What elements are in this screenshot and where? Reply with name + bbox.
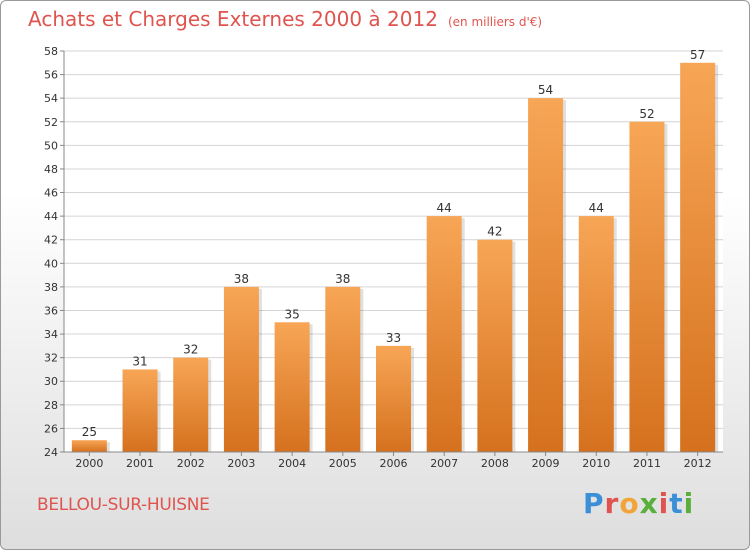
- y-tick-label: 28: [44, 399, 58, 412]
- y-tick-label: 34: [44, 328, 58, 341]
- bar: [426, 216, 462, 452]
- x-tick-label: 2002: [177, 457, 205, 470]
- logo-letter: t: [669, 487, 684, 520]
- x-tick-label: 2006: [380, 457, 408, 470]
- bar: [71, 440, 107, 452]
- y-tick-label: 46: [44, 187, 58, 200]
- x-tick-label: 2005: [329, 457, 357, 470]
- x-tick-label: 2001: [126, 457, 154, 470]
- bar: [629, 121, 665, 452]
- x-tick-label: 2010: [582, 457, 610, 470]
- proxiti-logo[interactable]: Proxiti: [583, 487, 694, 520]
- logo-letter: o: [619, 487, 640, 520]
- y-tick-label: 54: [44, 92, 58, 105]
- bar: [274, 322, 310, 452]
- bar-value-label: 33: [386, 331, 401, 345]
- x-tick-label: 2003: [227, 457, 255, 470]
- x-tick-label: 2008: [481, 457, 509, 470]
- x-tick-label: 2011: [633, 457, 661, 470]
- bar-value-label: 38: [335, 272, 350, 286]
- chart-title-block: Achats et Charges Externes 2000 à 2012 (e…: [28, 7, 542, 31]
- bar-value-label: 54: [538, 83, 553, 97]
- logo-letter: r: [604, 487, 620, 520]
- commune-name: BELLOU-SUR-HUISNE: [37, 495, 210, 515]
- bar-value-label: 44: [437, 201, 452, 215]
- logo-letter: i: [658, 487, 670, 520]
- bar-value-label: 52: [639, 107, 654, 121]
- bar-value-label: 44: [589, 201, 604, 215]
- bar: [376, 345, 411, 452]
- x-tick-label: 2009: [532, 457, 560, 470]
- bar-value-label: 57: [690, 48, 705, 62]
- labels-layer: 25 31 32 38 35 38 33 44 42 54 44 52 57: [82, 48, 706, 439]
- y-tick-label: 38: [44, 281, 58, 294]
- logo-letter: i: [683, 487, 695, 520]
- y-tick-label: 56: [44, 69, 58, 82]
- bar: [578, 216, 614, 452]
- bars-layer: [71, 62, 719, 453]
- y-tick-label: 26: [44, 422, 58, 435]
- bar-value-label: 42: [487, 225, 502, 239]
- bar: [173, 357, 209, 452]
- y-tick-label: 36: [44, 304, 58, 317]
- bar: [477, 239, 513, 452]
- logo-letter: x: [639, 487, 659, 520]
- y-tick-label: 58: [44, 45, 58, 58]
- axis-layer: 24 26 28 30 32 34 36 38 40 42 44 46 48 50 52 54 56 58 2000…: [44, 45, 723, 470]
- bar-chart: 25 31 32 38 35 38 33 44 42 54 44 52 57 24 26 28 30 32 34 3…: [44, 45, 723, 470]
- bar-value-label: 35: [284, 307, 299, 321]
- bar: [122, 369, 158, 452]
- bar: [325, 286, 361, 452]
- y-tick-label: 52: [44, 116, 58, 129]
- bar-value-label: 32: [183, 343, 198, 357]
- unit-note: (en milliers d'€): [447, 15, 543, 29]
- bar-value-label: 31: [132, 354, 147, 368]
- y-tick-label: 44: [44, 210, 58, 223]
- bar: [680, 62, 716, 452]
- y-tick-label: 30: [44, 375, 58, 388]
- y-tick-label: 40: [44, 257, 58, 270]
- y-tick-label: 50: [44, 139, 58, 152]
- x-tick-label: 2007: [430, 457, 458, 470]
- logo-letter: P: [583, 487, 605, 520]
- y-tick-label: 42: [44, 234, 58, 247]
- bar: [223, 286, 259, 452]
- x-tick-label: 2000: [75, 457, 103, 470]
- y-tick-label: 24: [44, 446, 58, 459]
- bar-value-label: 25: [82, 425, 97, 439]
- x-tick-label: 2004: [278, 457, 306, 470]
- y-tick-label: 32: [44, 352, 58, 365]
- x-tick-label: 2012: [684, 457, 712, 470]
- bar: [528, 98, 564, 453]
- chart-title: Achats et Charges Externes 2000 à 2012: [28, 7, 438, 31]
- y-tick-label: 48: [44, 163, 58, 176]
- bar-value-label: 38: [234, 272, 249, 286]
